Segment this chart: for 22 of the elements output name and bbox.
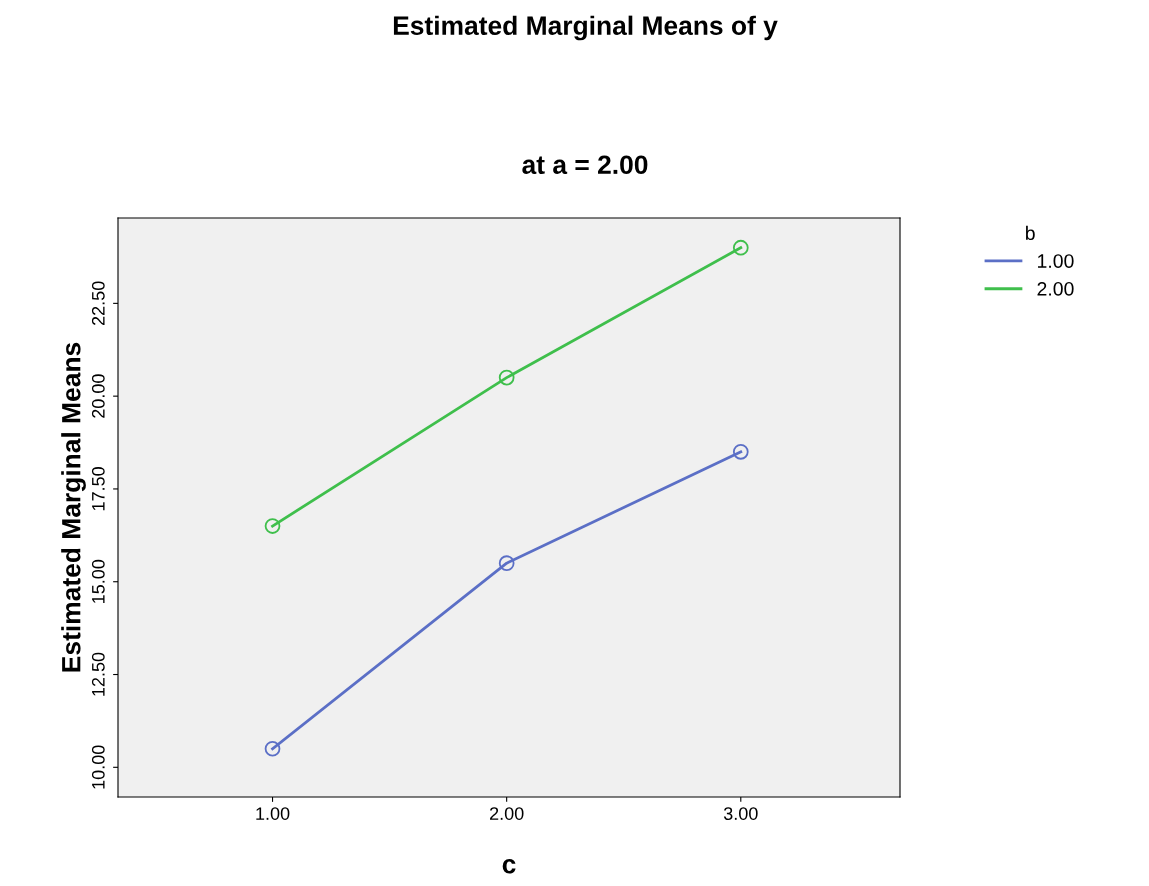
legend-title: b — [1026, 225, 1035, 241]
y-tick-label: 17.50 — [91, 467, 105, 511]
chart-subtitle: at a = 2.00 — [522, 155, 648, 175]
x-tick-label: 1.00 — [256, 807, 290, 820]
chart-title: Estimated Marginal Means of y — [393, 15, 778, 41]
x-tick-label: 3.00 — [723, 807, 758, 820]
legend-label: 1.00 — [1038, 254, 1074, 268]
point — [264, 740, 281, 757]
x-tick-label: 2.00 — [490, 807, 524, 820]
point — [732, 239, 749, 256]
y-tick-label: 15.00 — [91, 559, 105, 603]
y-tick-label: 12.50 — [91, 652, 105, 696]
point — [264, 518, 281, 534]
y-tick-label: 20.00 — [91, 374, 105, 418]
point — [498, 555, 515, 572]
y-tick-label: 10.00 — [91, 745, 105, 789]
point — [732, 443, 749, 460]
legend-label: 2.00 — [1037, 281, 1074, 296]
point — [498, 369, 515, 386]
y-tick-label: 22.50 — [91, 281, 105, 326]
y-axis-title: Estimated Marginal Means — [61, 342, 86, 672]
x-axis-title: c — [502, 859, 516, 874]
